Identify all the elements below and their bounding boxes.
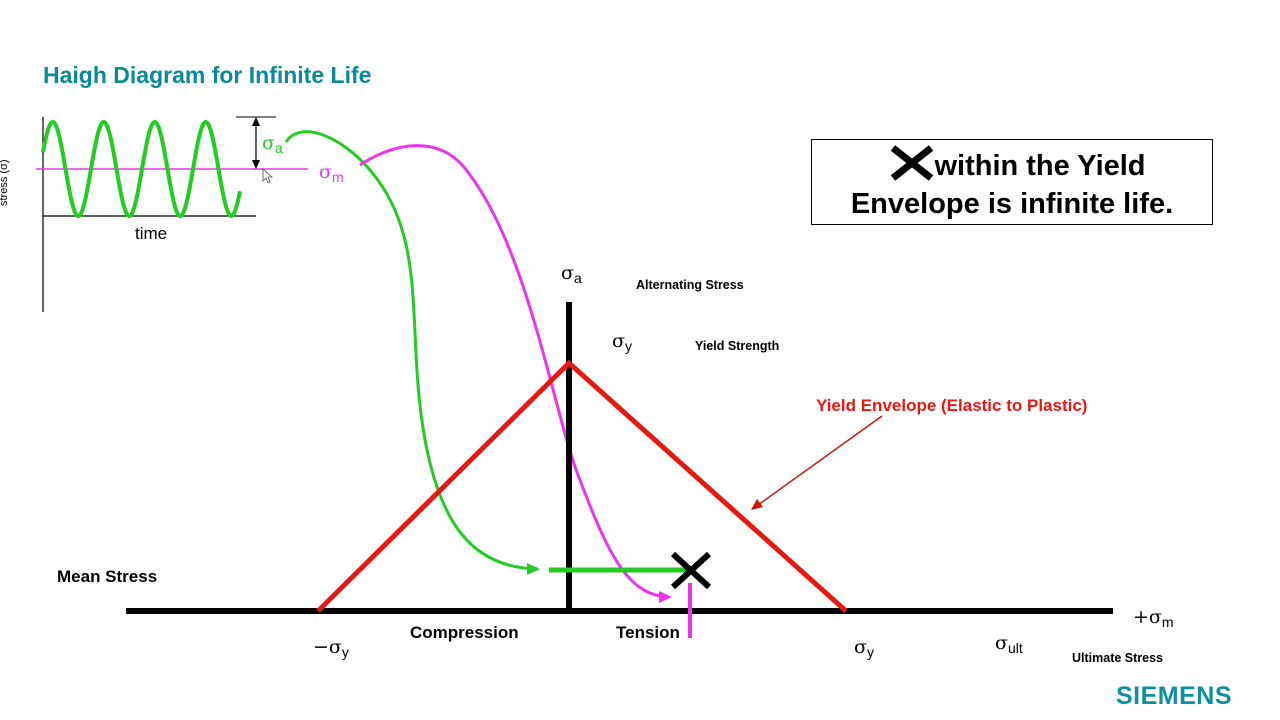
callout-x-mark-icon <box>891 145 934 181</box>
siemens-logo: SIEMENS <box>1116 682 1233 710</box>
compression-label: Compression <box>410 623 519 642</box>
alternating-stress-curve <box>284 130 539 571</box>
sigma-a-axis-label: σa <box>561 262 582 286</box>
amplitude-arrow-head-top <box>252 117 260 126</box>
pos-sigma-y-label: σy <box>854 636 874 660</box>
inset-sine-wave <box>41 119 242 219</box>
callout-line-1: within the Yield <box>812 145 1212 185</box>
tension-label: Tension <box>616 623 680 642</box>
stress-time-inset <box>36 116 308 312</box>
inset-y-label: stress (σ) <box>0 159 10 206</box>
inset-sigma-m-label: σm <box>319 161 344 185</box>
envelope-label-pointer <box>757 415 883 506</box>
alternating-stress-label: Alternating Stress <box>636 278 744 292</box>
cursor-pointer-icon <box>262 168 274 184</box>
plus-sigma-m-label: +σm <box>1133 606 1174 630</box>
sigma-y-top-label: σy <box>612 330 632 354</box>
envelope-label-pointer-head <box>751 499 763 510</box>
ultimate-stress-label: Ultimate Stress <box>1072 651 1164 665</box>
mean-stress-curve <box>359 144 669 599</box>
mean-stress-label: Mean Stress <box>57 567 158 586</box>
callout-box: within the Yield Envelope is infinite li… <box>811 139 1213 225</box>
mean-curve-arrowhead <box>659 591 672 603</box>
yield-envelope-label: Yield Envelope (Elastic to Plastic) <box>816 396 1088 415</box>
callout-text-2: Envelope is infinite life. <box>850 188 1174 220</box>
yield-envelope <box>316 359 848 613</box>
page-title: Haigh Diagram for Infinite Life <box>43 62 372 88</box>
inset-time-label: time <box>135 224 168 243</box>
inset-sigma-a-label: σa <box>262 132 283 156</box>
sigma-ult-label: σult <box>995 632 1023 656</box>
x-mark-icon <box>670 551 712 590</box>
neg-sigma-y-label: −σy <box>313 636 349 660</box>
amplitude-arrow-head-bottom <box>252 160 260 169</box>
callout-text-1: within the Yield <box>934 150 1146 182</box>
alternating-curve-arrowhead <box>527 563 540 575</box>
yield-strength-label: Yield Strength <box>695 339 780 353</box>
